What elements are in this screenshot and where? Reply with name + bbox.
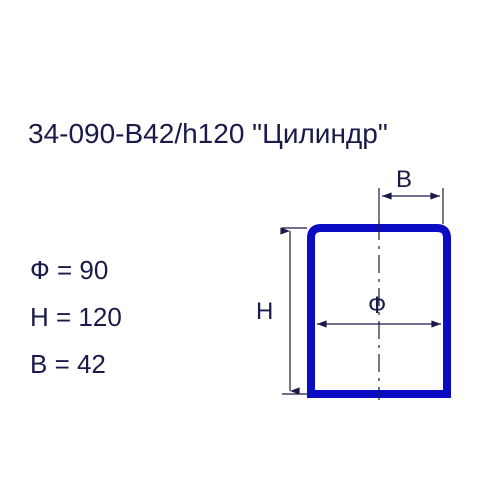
dim-label-phi: Ф — [368, 292, 386, 320]
param-phi: Ф = 90 — [30, 255, 108, 286]
param-b: В = 42 — [30, 349, 106, 380]
dim-label-b: B — [396, 166, 412, 194]
dim-label-h: H — [256, 298, 273, 326]
param-h: Н = 120 — [30, 302, 122, 333]
part-title: 34-090-B42/h120 "Цилиндр" — [28, 118, 388, 150]
